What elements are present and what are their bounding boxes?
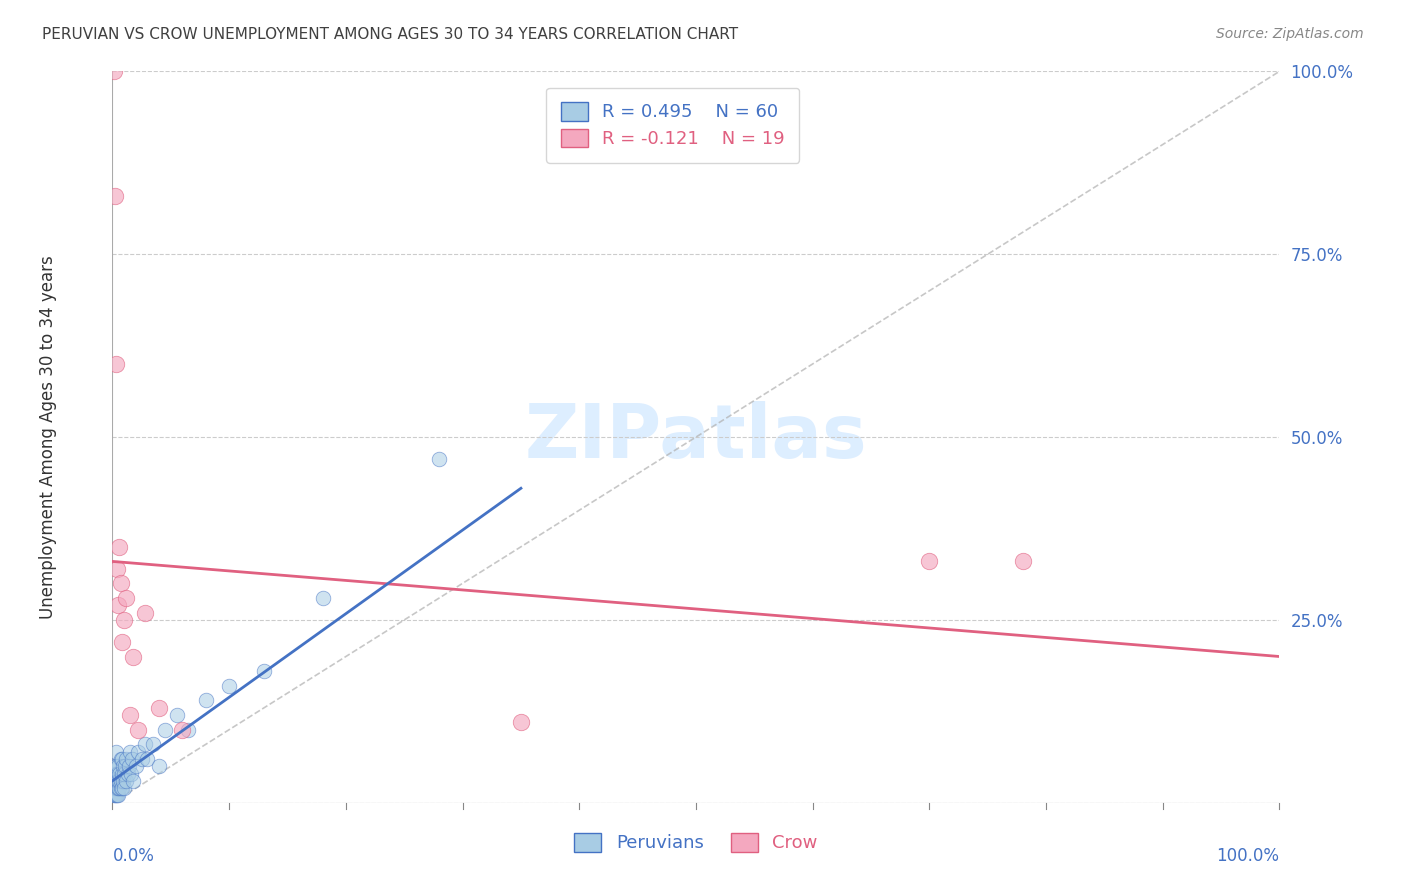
Point bbox=[118, 708, 141, 723]
Point bbox=[105, 766, 128, 780]
Point bbox=[111, 635, 134, 649]
Point bbox=[136, 752, 159, 766]
Point bbox=[253, 664, 276, 678]
Point bbox=[194, 693, 217, 707]
Point bbox=[103, 766, 125, 780]
Legend: Peruvians, Crow: Peruvians, Crow bbox=[567, 826, 825, 860]
Point bbox=[918, 554, 941, 568]
Text: 0.0%: 0.0% bbox=[112, 847, 155, 864]
Point bbox=[127, 745, 149, 759]
Point bbox=[111, 752, 134, 766]
Point bbox=[115, 591, 138, 605]
Point bbox=[142, 737, 165, 751]
Point bbox=[112, 766, 135, 780]
Point bbox=[103, 789, 125, 803]
Point bbox=[111, 773, 134, 788]
Point bbox=[105, 773, 128, 788]
Point bbox=[111, 759, 134, 773]
Point bbox=[104, 766, 127, 780]
Point bbox=[103, 773, 125, 788]
Point bbox=[104, 759, 127, 773]
Point bbox=[107, 789, 129, 803]
Point bbox=[105, 789, 128, 803]
Point bbox=[103, 64, 125, 78]
Point bbox=[110, 773, 132, 788]
Point bbox=[108, 773, 131, 788]
Point bbox=[118, 745, 141, 759]
Point bbox=[104, 773, 127, 788]
Point bbox=[177, 723, 200, 737]
Point bbox=[104, 789, 127, 803]
Text: ZIPatlas: ZIPatlas bbox=[524, 401, 868, 474]
Point bbox=[104, 781, 127, 796]
Point bbox=[166, 708, 188, 723]
Point bbox=[115, 773, 138, 788]
Point bbox=[104, 789, 127, 803]
Point bbox=[107, 599, 129, 613]
Point bbox=[121, 752, 143, 766]
Point bbox=[148, 759, 170, 773]
Point bbox=[108, 781, 131, 796]
Point bbox=[107, 781, 129, 796]
Point bbox=[172, 723, 194, 737]
Point bbox=[112, 781, 135, 796]
Point bbox=[122, 773, 145, 788]
Point bbox=[103, 781, 125, 796]
Point bbox=[148, 700, 170, 714]
Text: Source: ZipAtlas.com: Source: ZipAtlas.com bbox=[1216, 27, 1364, 41]
Point bbox=[153, 723, 176, 737]
Point bbox=[110, 752, 132, 766]
Point bbox=[120, 766, 142, 780]
Point bbox=[509, 715, 531, 730]
Point bbox=[134, 606, 156, 620]
Point bbox=[118, 759, 141, 773]
Point bbox=[311, 591, 333, 605]
Point bbox=[108, 766, 131, 780]
Point bbox=[127, 723, 149, 737]
Text: Unemployment Among Ages 30 to 34 years: Unemployment Among Ages 30 to 34 years bbox=[39, 255, 58, 619]
Point bbox=[131, 752, 153, 766]
Point bbox=[104, 773, 127, 788]
Point bbox=[115, 752, 138, 766]
Point bbox=[108, 540, 131, 554]
Point bbox=[105, 781, 128, 796]
Point bbox=[104, 745, 127, 759]
Point bbox=[104, 759, 127, 773]
Point bbox=[114, 759, 136, 773]
Point bbox=[107, 759, 129, 773]
Point bbox=[110, 781, 132, 796]
Point bbox=[111, 781, 134, 796]
Point bbox=[117, 766, 139, 780]
Point bbox=[107, 773, 129, 788]
Point bbox=[104, 781, 127, 796]
Text: PERUVIAN VS CROW UNEMPLOYMENT AMONG AGES 30 TO 34 YEARS CORRELATION CHART: PERUVIAN VS CROW UNEMPLOYMENT AMONG AGES… bbox=[42, 27, 738, 42]
Point bbox=[104, 188, 127, 202]
Point bbox=[110, 576, 132, 591]
Point bbox=[105, 562, 128, 576]
Point bbox=[122, 649, 145, 664]
Point bbox=[125, 759, 148, 773]
Point bbox=[112, 613, 135, 627]
Text: 100.0%: 100.0% bbox=[1216, 847, 1279, 864]
Point bbox=[1011, 554, 1033, 568]
Point bbox=[111, 766, 134, 780]
Point bbox=[104, 357, 127, 371]
Point bbox=[427, 452, 450, 467]
Point bbox=[134, 737, 156, 751]
Point bbox=[104, 781, 127, 796]
Point bbox=[218, 679, 240, 693]
